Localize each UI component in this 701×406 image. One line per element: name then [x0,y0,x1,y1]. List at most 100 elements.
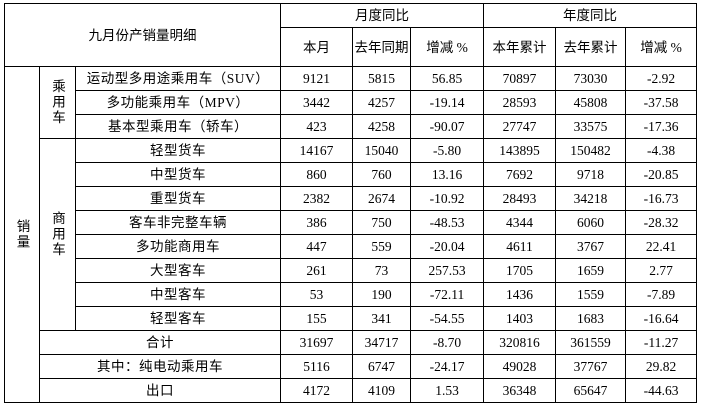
cell-value: -17.36 [625,114,698,139]
cell-value: -54.55 [410,306,485,331]
cell-value: 29.82 [625,354,698,379]
group-header: 月度同比 [280,3,485,28]
cell-value: 2.77 [625,258,698,283]
cell-value: -28.32 [625,210,698,235]
section-label: 乘用车 [39,66,76,139]
cell-value: 34717 [352,330,412,355]
row-label: 基本型乘用车（轿车） [74,114,282,139]
cell-value: 45808 [555,90,627,115]
cell-value: -5.80 [410,138,485,163]
cell-value: -16.64 [625,306,698,331]
cell-value: 28493 [483,186,557,211]
cell-value: 4172 [280,378,354,403]
cell-value: -72.11 [410,282,485,307]
cell-value: 13.16 [410,162,485,187]
cell-value: 4344 [483,210,557,235]
cell-value: -8.70 [410,330,485,355]
table-row: 基本型乘用车（轿车） 423 4258 -90.07 27747 33575 -17.36 [5,114,698,139]
cell-value: -44.63 [625,378,698,403]
row-label: 合计 [38,330,282,355]
cell-value: -4.38 [625,138,698,163]
cell-value: -10.92 [410,186,485,211]
cell-value: 750 [352,210,412,235]
cell-value: 36348 [483,378,557,403]
sales-table: 九月份产销量明细 月度同比 年度同比 本月 去年同期 增减 % 本年累计 去年累计 增减 … [3,3,698,403]
cell-value: 1403 [483,306,557,331]
cell-value: -37.58 [625,90,698,115]
cell-value: 73030 [555,66,627,91]
column-header: 去年同期 [352,27,412,67]
row-label: 出口 [38,378,282,403]
cell-value: 53 [280,282,354,307]
cell-value: 1559 [555,282,627,307]
row-label: 轻型货车 [74,138,282,163]
row-label: 客车非完整车辆 [74,210,282,235]
cell-value: 15040 [352,138,412,163]
cell-value: 261 [280,258,354,283]
column-header: 本月 [280,27,354,67]
cell-value: 386 [280,210,354,235]
cell-value: 320816 [483,330,557,355]
table-row: 中型货车 860 760 13.16 7692 9718 -20.85 [5,162,698,187]
table-row: 多功能商用车 447 559 -20.04 4611 3767 22.41 [5,234,698,259]
cell-value: -20.04 [410,234,485,259]
cell-value: 7692 [483,162,557,187]
cell-value: 1683 [555,306,627,331]
summary-row: 出口 4172 4109 1.53 36348 65647 -44.63 [5,378,698,403]
cell-value: -48.53 [410,210,485,235]
cell-value: 1.53 [410,378,485,403]
cell-value: 6060 [555,210,627,235]
cell-value: 70897 [483,66,557,91]
cell-value: 1705 [483,258,557,283]
cell-value: -7.89 [625,282,698,307]
cell-value: 5815 [352,66,412,91]
cell-value: 860 [280,162,354,187]
row-label: 中型货车 [74,162,282,187]
column-header: 去年累计 [555,27,627,67]
cell-value: 33575 [555,114,627,139]
cell-value: 5116 [280,354,354,379]
row-label: 大型客车 [74,258,282,283]
cell-value: 56.85 [410,66,485,91]
cell-value: 4109 [352,378,412,403]
cell-value: 3442 [280,90,354,115]
section-label: 商用车 [39,138,76,331]
cell-value: 73 [352,258,412,283]
table-row: 销量 乘用车 运动型多用途乘用车（SUV） 9121 5815 56.85 70897 730… [4,66,698,403]
side-label: 销量 [4,66,40,403]
cell-value: 65647 [555,378,627,403]
cell-value: 34218 [555,186,627,211]
cell-value: 1659 [555,258,627,283]
cell-value: 27747 [483,114,557,139]
table-row: 大型客车 261 73 257.53 1705 1659 2.77 [5,258,698,283]
cell-value: 447 [280,234,354,259]
cell-value: 760 [352,162,412,187]
column-header: 增减 % [410,27,485,67]
row-label: 多功能乘用车（MPV） [74,90,282,115]
cell-value: 22.41 [625,234,698,259]
cell-value: 341 [352,306,412,331]
cell-value: 423 [280,114,354,139]
cell-value: 28593 [483,90,557,115]
column-header: 本年累计 [483,27,557,67]
cell-value: 49028 [483,354,557,379]
cell-value: -24.17 [410,354,485,379]
cell-value: 9121 [280,66,354,91]
cell-value: 150482 [555,138,627,163]
cell-value: 2674 [352,186,412,211]
cell-value: 155 [280,306,354,331]
cell-value: 559 [352,234,412,259]
column-header: 增减 % [625,27,698,67]
cell-value: -20.85 [625,162,698,187]
cell-value: 4611 [483,234,557,259]
table-row: 客车非完整车辆 386 750 -48.53 4344 6060 -28.32 [5,210,698,235]
row-label: 轻型客车 [74,306,282,331]
cell-value: 257.53 [410,258,485,283]
cell-value: 37767 [555,354,627,379]
cell-value: -11.27 [625,330,698,355]
cell-value: 2382 [280,186,354,211]
row-label: 其中：纯电动乘用车 [38,354,282,379]
cell-value: 4258 [352,114,412,139]
row-label: 多功能商用车 [74,234,282,259]
